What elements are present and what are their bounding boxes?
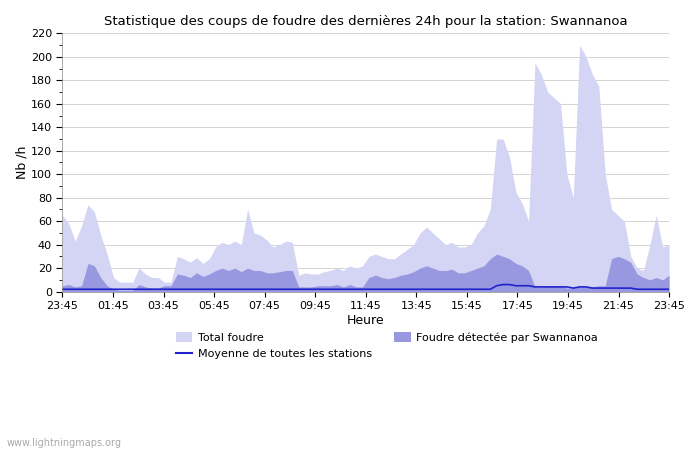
X-axis label: Heure: Heure — [347, 314, 384, 327]
Legend: Total foudre, Moyenne de toutes les stations, Foudre détectée par Swannanoa: Total foudre, Moyenne de toutes les stat… — [171, 328, 603, 364]
Y-axis label: Nb /h: Nb /h — [15, 146, 28, 179]
Text: www.lightningmaps.org: www.lightningmaps.org — [7, 438, 122, 448]
Title: Statistique des coups de foudre des dernières 24h pour la station: Swannanoa: Statistique des coups de foudre des dern… — [104, 15, 628, 28]
